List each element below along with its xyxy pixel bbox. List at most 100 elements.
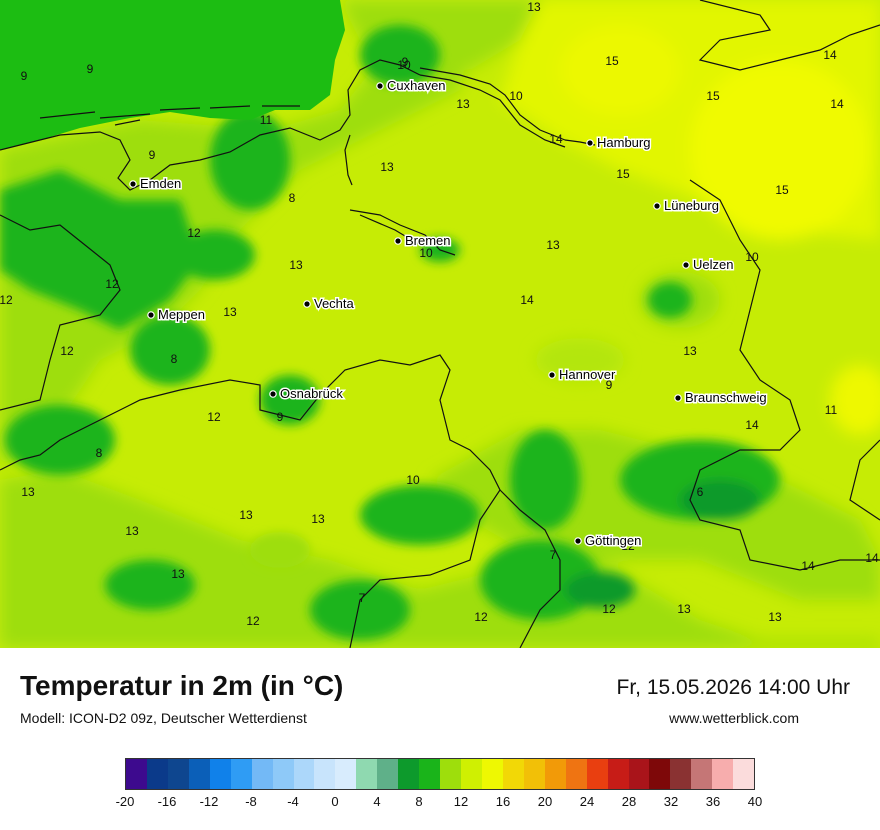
color-scale-tick-label: 32 xyxy=(663,794,679,809)
temperature-value: 13 xyxy=(125,524,139,538)
temperature-value: 12 xyxy=(602,602,616,616)
city-osnabrück: Osnabrück xyxy=(269,385,345,403)
color-scale-swatch xyxy=(607,759,629,789)
temperature-value: 10 xyxy=(397,58,411,72)
color-scale-swatch xyxy=(293,759,315,789)
color-scale-swatch xyxy=(712,759,734,789)
city-markers: Cuxhaven Hamburg Emden Lüneburg Bremen Uelzen… xyxy=(129,77,768,550)
color-scale-swatch xyxy=(461,759,482,789)
city-dot xyxy=(674,394,682,402)
temperature-value: 7 xyxy=(550,548,557,562)
city-dot xyxy=(129,180,137,188)
city-label: Hamburg xyxy=(597,135,650,150)
color-scale-swatch xyxy=(398,759,420,789)
city-hamburg: Hamburg xyxy=(586,134,652,152)
city-dot xyxy=(303,300,311,308)
temperature-value: 13 xyxy=(239,508,253,522)
temperature-value: 13 xyxy=(289,258,303,272)
color-scale-swatch xyxy=(502,759,524,789)
temperature-value: 12 xyxy=(105,277,119,291)
color-scale-swatch xyxy=(586,759,608,789)
color-scale-swatch xyxy=(188,759,210,789)
color-scale xyxy=(125,758,755,790)
city-label: Uelzen xyxy=(693,257,733,272)
color-scale-tick-label: 24 xyxy=(579,794,595,809)
city-label: Meppen xyxy=(158,307,205,322)
temperature-value: 15 xyxy=(605,54,619,68)
color-scale-swatch xyxy=(126,759,147,789)
temperature-value: 12 xyxy=(60,344,74,358)
city-braunschweig: Braunschweig xyxy=(674,389,768,407)
color-scale-swatch xyxy=(167,759,189,789)
city-uelzen: Uelzen xyxy=(682,256,735,274)
color-scale-ticks: -20 -16 -12 -8 -4 0 4 8 12 16 20 24 28 32 36 40 xyxy=(115,794,765,814)
temperature-value: 10 xyxy=(509,89,523,103)
city-label: Cuxhaven xyxy=(387,78,446,93)
city-dot xyxy=(574,537,582,545)
color-scale-swatch xyxy=(733,759,755,789)
city-cuxhaven: Cuxhaven xyxy=(376,77,447,95)
color-scale-tick-label: 8 xyxy=(415,794,423,809)
color-scale-swatch xyxy=(251,759,273,789)
temperature-value: 12 xyxy=(0,293,13,307)
temperature-value: 9 xyxy=(277,410,284,424)
city-label: Göttingen xyxy=(585,533,641,548)
color-scale-tick-label: 20 xyxy=(537,794,553,809)
temperature-map: 13 9 9 15 10 15 14 9 13 10 11 9 14 13 15 15 8 12 13 10 14 13 1… xyxy=(0,0,880,648)
color-scale-tick-label: -16 xyxy=(157,794,177,809)
city-label: Vechta xyxy=(314,296,355,311)
city-göttingen: Göttingen xyxy=(574,532,643,550)
temperature-value: 9 xyxy=(402,55,409,69)
color-scale-tick-label: 28 xyxy=(621,794,637,809)
city-dot xyxy=(586,139,594,147)
city-label: Bremen xyxy=(405,233,451,248)
temperature-value: 13 xyxy=(311,512,325,526)
city-lüneburg: Lüneburg xyxy=(653,197,720,215)
color-scale-tick-label: 36 xyxy=(705,794,721,809)
temperature-value: 11 xyxy=(260,113,273,127)
temperature-value: 15 xyxy=(775,183,789,197)
color-scale-tick-label: -4 xyxy=(287,794,299,809)
color-scale-swatch xyxy=(440,759,461,789)
color-scale-swatch xyxy=(419,759,441,789)
temperature-value: 13 xyxy=(546,238,560,252)
city-label: Hannover xyxy=(559,367,616,382)
temperature-value: 15 xyxy=(706,89,720,103)
city-dot xyxy=(376,82,384,90)
temperature-value: 8 xyxy=(171,352,178,366)
color-scale-swatch xyxy=(314,759,336,789)
color-scale-swatch xyxy=(649,759,671,789)
city-label: Lüneburg xyxy=(664,198,719,213)
city-hannover: Hannover xyxy=(548,366,618,384)
temperature-value: 14 xyxy=(865,551,879,565)
color-scale-swatch xyxy=(146,759,168,789)
temperature-values: 13 9 9 15 10 15 14 9 13 10 11 9 14 13 15 15 8 12 13 10 14 13 1… xyxy=(0,0,879,628)
temperature-value: 9 xyxy=(21,69,28,83)
temperature-value: 13 xyxy=(21,485,35,499)
temperature-value: 10 xyxy=(406,473,420,487)
color-scale-tick-label: 40 xyxy=(747,794,763,809)
temperature-value: 13 xyxy=(768,610,782,624)
temperature-value: 14 xyxy=(520,293,534,307)
website-link[interactable]: www.wetterblick.com xyxy=(669,710,799,726)
temperature-value: 9 xyxy=(606,378,613,392)
city-meppen: Meppen xyxy=(147,306,206,324)
color-scale-tick-label: 16 xyxy=(495,794,511,809)
color-scale-swatch xyxy=(628,759,650,789)
temperature-value: 6 xyxy=(697,485,704,499)
map-canvas: 13 9 9 15 10 15 14 9 13 10 11 9 14 13 15 15 8 12 13 10 14 13 1… xyxy=(0,0,880,648)
temperature-value: 14 xyxy=(801,559,815,573)
color-scale-swatch xyxy=(356,759,378,789)
color-scale-swatch xyxy=(230,759,252,789)
city-vechta: Vechta xyxy=(303,295,356,313)
color-scale-tick-label: -20 xyxy=(115,794,135,809)
temperature-value: 13 xyxy=(380,160,394,174)
city-label: Braunschweig xyxy=(685,390,767,405)
color-scale-swatch xyxy=(565,759,587,789)
temperature-value: 9 xyxy=(149,148,156,162)
color-scale-swatch xyxy=(377,759,399,789)
city-dot xyxy=(394,237,402,245)
city-dot xyxy=(653,202,661,210)
temperature-value: 11 xyxy=(825,403,838,417)
city-dot xyxy=(269,390,277,398)
